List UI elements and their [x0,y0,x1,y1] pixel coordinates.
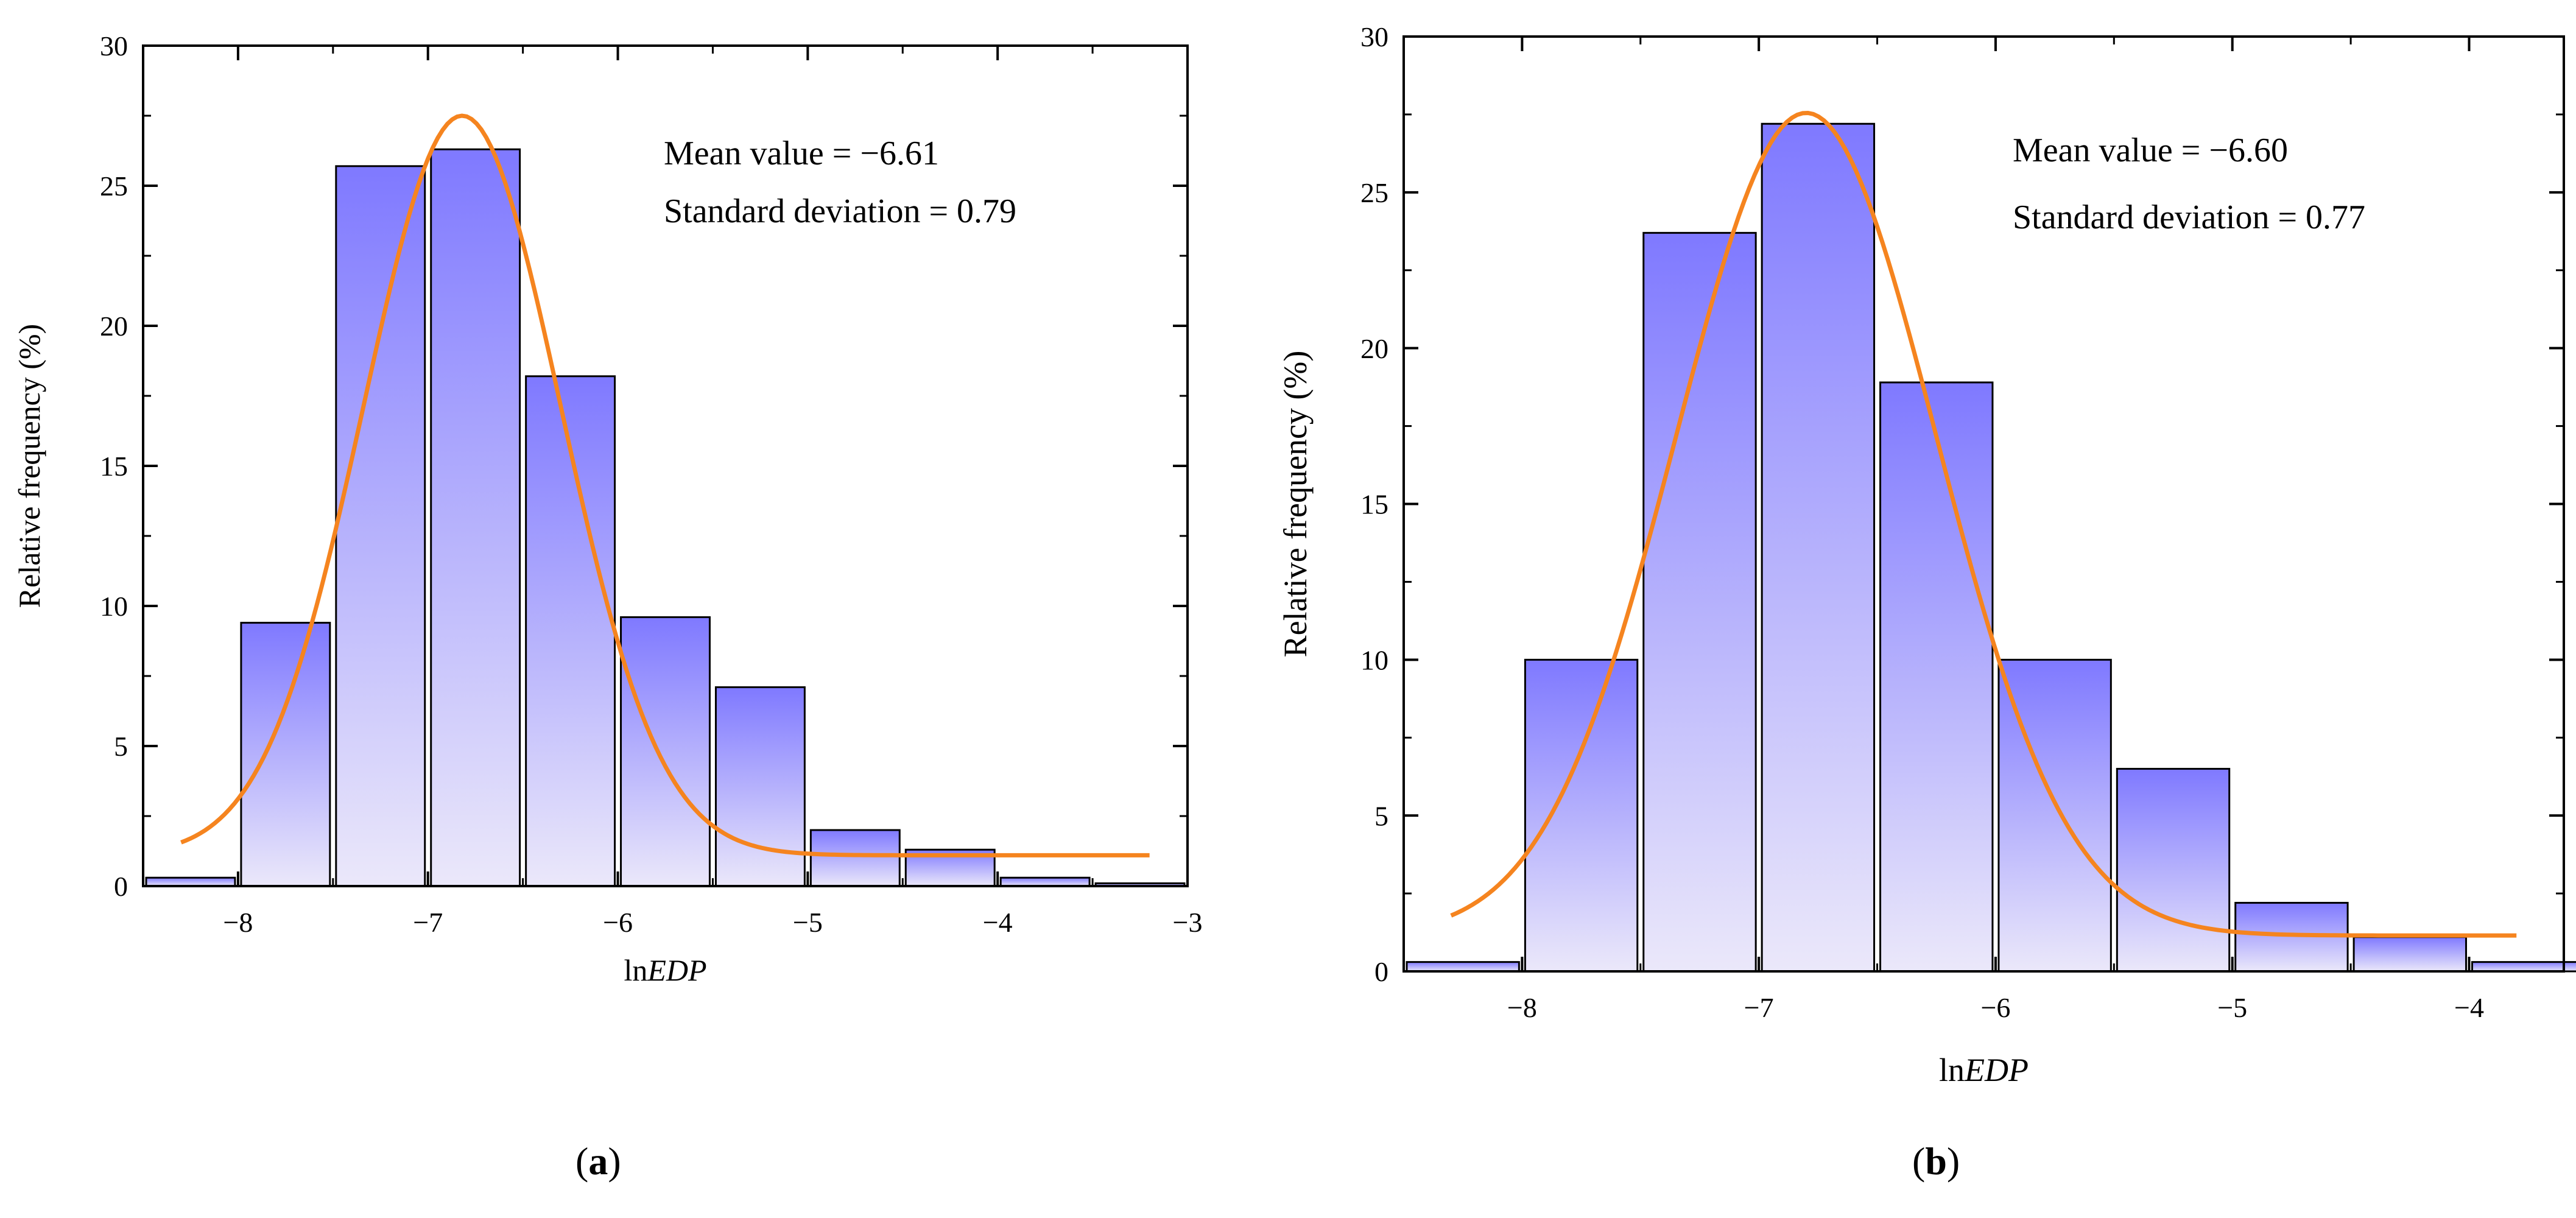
x-tick-label: −7 [413,907,443,938]
y-tick-label: 15 [1360,489,1388,520]
y-tick-label: 0 [1374,956,1388,987]
histogram-bar [999,876,1091,887]
panel-label-b: (b) [1912,1139,1960,1183]
x-tick-label: −4 [983,907,1013,938]
y-tick-label: 20 [100,311,128,342]
histogram-bar [525,375,616,887]
std-annotation: Standard deviation = 0.79 [664,192,1016,230]
chart-panel-a: 0 5 10 15 20 25 30 −8 −7 −6 −5 −4 −3 Relative frequen… [0,0,1267,1218]
y-tick-label: 20 [1360,333,1388,364]
histogram-bar [1879,381,1994,973]
y-tick-label: 15 [100,451,128,482]
mean-annotation: Mean value = −6.61 [664,135,939,172]
y-tick-label: 10 [100,591,128,622]
x-axis-title-prefix: ln [1939,1052,1965,1088]
histogram-chart-a: 0 5 10 15 20 25 30 −8 −7 −6 −5 −4 −3 Relative frequen… [12,30,1203,987]
histogram-bar [1524,658,1639,973]
histogram-bar [2116,767,2231,973]
histogram-bar [2353,936,2467,973]
y-tick-label: 10 [1360,644,1388,675]
y-tick-label: 0 [114,871,128,902]
x-tick-label: −5 [2217,992,2247,1023]
y-axis-title: Relative frequency (%) [1277,351,1314,658]
x-tick-label: −8 [1507,992,1537,1023]
histogram-bar [335,165,426,887]
x-tick-label: −8 [223,907,253,938]
y-tick-label: 30 [1360,21,1388,52]
histogram-bar [714,686,806,887]
histogram-bar [1761,122,1876,973]
chart-panel-b: 0 5 10 15 20 25 30 −8 −7 −6 −5 −4 Relative frequency… [1267,0,2576,1218]
normal-fit-curve [1450,110,2517,938]
x-tick-label: −3 [1173,907,1203,938]
histogram-bar [809,829,901,887]
x-tick-label: −6 [1980,992,2010,1023]
x-axis-title-variable: EDP [1964,1052,2029,1088]
bars-group [145,148,1186,887]
y-axis-title: Relative frequency (%) [12,324,46,608]
histogram-chart-b: 0 5 10 15 20 25 30 −8 −7 −6 −5 −4 Relative frequency… [1277,21,2576,1088]
y-tick-label: 5 [114,731,128,762]
x-axis-title-variable: EDP [647,953,706,987]
panel-label-b-letter: b [1925,1139,1947,1183]
y-tick-label: 5 [1374,800,1388,831]
mean-annotation: Mean value = −6.60 [2013,132,2288,169]
x-tick-label: −4 [2454,992,2484,1023]
normal-fit-curve [180,113,1150,857]
y-tick-label: 25 [1360,177,1388,208]
std-annotation: Standard deviation = 0.77 [2013,199,2365,236]
x-axis-title: lnEDP [1939,1052,2029,1088]
x-tick-label: −7 [1744,992,1774,1023]
histogram-bar [240,622,331,887]
histogram-bar [2471,961,2576,973]
histogram-bar [145,876,236,887]
x-tick-label: −6 [603,907,633,938]
histogram-bar [1406,961,1520,973]
histogram-bar [1642,231,1757,973]
x-axis-title-prefix: ln [624,953,647,987]
panel-label-a: (a) [575,1139,621,1183]
x-axis-title: lnEDP [624,953,706,987]
y-tick-label: 25 [100,171,128,202]
panel-label-a-letter: a [588,1139,608,1183]
histogram-bar [430,148,521,887]
x-tick-label: −5 [793,907,823,938]
bars-group [1406,122,2576,973]
histogram-bar [620,616,711,887]
y-tick-label: 30 [100,30,128,62]
